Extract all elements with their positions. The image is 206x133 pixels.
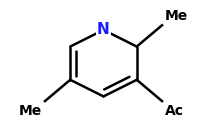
Text: Me: Me xyxy=(164,9,187,23)
Text: N: N xyxy=(97,22,109,37)
Text: Me: Me xyxy=(19,104,42,118)
Text: Ac: Ac xyxy=(164,104,183,118)
